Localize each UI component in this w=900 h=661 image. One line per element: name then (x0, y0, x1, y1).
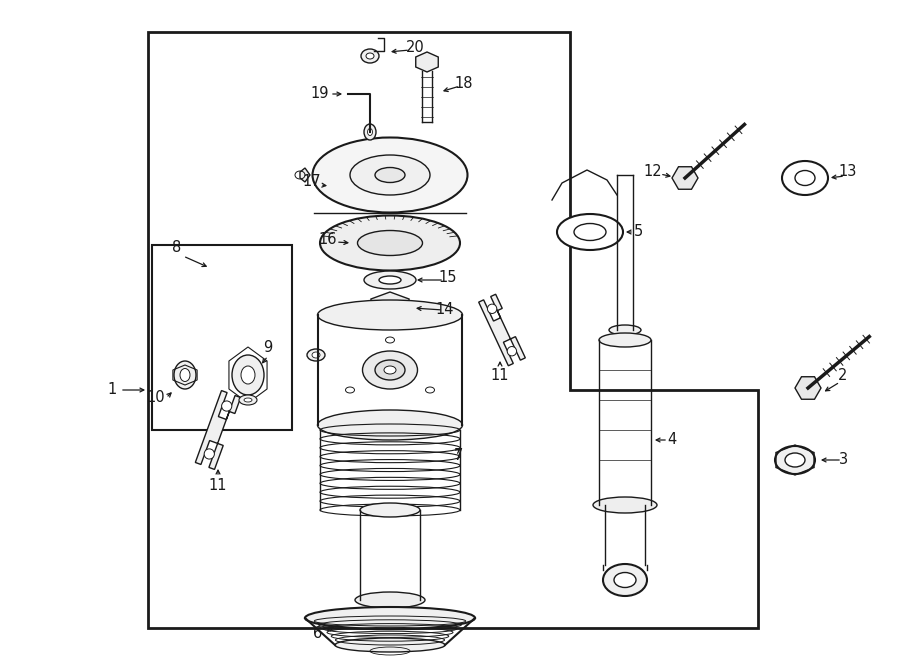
Ellipse shape (305, 607, 475, 629)
Ellipse shape (320, 215, 460, 270)
Polygon shape (795, 377, 821, 399)
Text: 6: 6 (313, 625, 322, 641)
Text: 10: 10 (147, 391, 166, 405)
Text: 15: 15 (439, 270, 457, 286)
Ellipse shape (221, 401, 232, 411)
Ellipse shape (375, 167, 405, 182)
Ellipse shape (174, 361, 196, 389)
Ellipse shape (488, 304, 497, 313)
Ellipse shape (375, 360, 405, 380)
Ellipse shape (364, 271, 416, 289)
Ellipse shape (355, 592, 425, 608)
Text: 9: 9 (264, 340, 273, 356)
Text: 19: 19 (310, 87, 329, 102)
Ellipse shape (357, 231, 422, 256)
Text: 16: 16 (319, 233, 338, 247)
Ellipse shape (384, 302, 396, 310)
Ellipse shape (557, 214, 623, 250)
Text: 18: 18 (454, 77, 473, 91)
Ellipse shape (599, 333, 651, 347)
Ellipse shape (609, 335, 641, 345)
Text: 11: 11 (209, 477, 227, 492)
Ellipse shape (795, 171, 815, 186)
Polygon shape (195, 391, 240, 469)
Text: 3: 3 (839, 453, 848, 467)
Ellipse shape (775, 446, 815, 474)
Ellipse shape (384, 366, 396, 374)
Text: 4: 4 (668, 432, 677, 447)
Ellipse shape (180, 368, 190, 381)
Ellipse shape (385, 337, 394, 343)
Text: 13: 13 (839, 165, 857, 180)
Ellipse shape (241, 366, 255, 384)
Polygon shape (672, 167, 698, 189)
Text: 11: 11 (491, 368, 509, 383)
Ellipse shape (239, 395, 257, 405)
Polygon shape (479, 294, 526, 366)
Ellipse shape (366, 53, 374, 59)
Text: 8: 8 (173, 241, 182, 256)
Text: 2: 2 (838, 368, 848, 383)
Ellipse shape (782, 161, 828, 195)
Text: 12: 12 (644, 165, 662, 180)
Ellipse shape (379, 276, 401, 284)
Ellipse shape (363, 351, 418, 389)
Ellipse shape (346, 387, 355, 393)
Ellipse shape (603, 564, 647, 596)
Ellipse shape (244, 398, 252, 402)
Ellipse shape (364, 124, 376, 140)
Ellipse shape (508, 346, 517, 356)
Text: 17: 17 (302, 175, 321, 190)
Polygon shape (371, 292, 410, 320)
Ellipse shape (232, 355, 264, 395)
Ellipse shape (593, 497, 657, 513)
Ellipse shape (360, 503, 420, 517)
Text: 14: 14 (436, 303, 454, 317)
Ellipse shape (318, 300, 463, 330)
Ellipse shape (361, 49, 379, 63)
Ellipse shape (350, 155, 430, 195)
Ellipse shape (312, 352, 320, 358)
Ellipse shape (574, 223, 606, 241)
Bar (152, 245, 292, 430)
Ellipse shape (335, 638, 445, 652)
Ellipse shape (360, 593, 420, 607)
Ellipse shape (785, 453, 805, 467)
Ellipse shape (599, 498, 651, 512)
Polygon shape (300, 168, 310, 182)
Text: 1: 1 (107, 383, 117, 397)
Text: 20: 20 (406, 40, 425, 56)
Ellipse shape (609, 325, 641, 335)
Ellipse shape (367, 128, 373, 136)
Text: 5: 5 (634, 225, 643, 239)
Ellipse shape (614, 572, 636, 588)
Ellipse shape (307, 349, 325, 361)
Ellipse shape (426, 387, 435, 393)
Polygon shape (416, 52, 438, 72)
Text: 7: 7 (454, 447, 463, 463)
Ellipse shape (318, 410, 463, 440)
Ellipse shape (312, 137, 467, 212)
Ellipse shape (204, 449, 214, 459)
